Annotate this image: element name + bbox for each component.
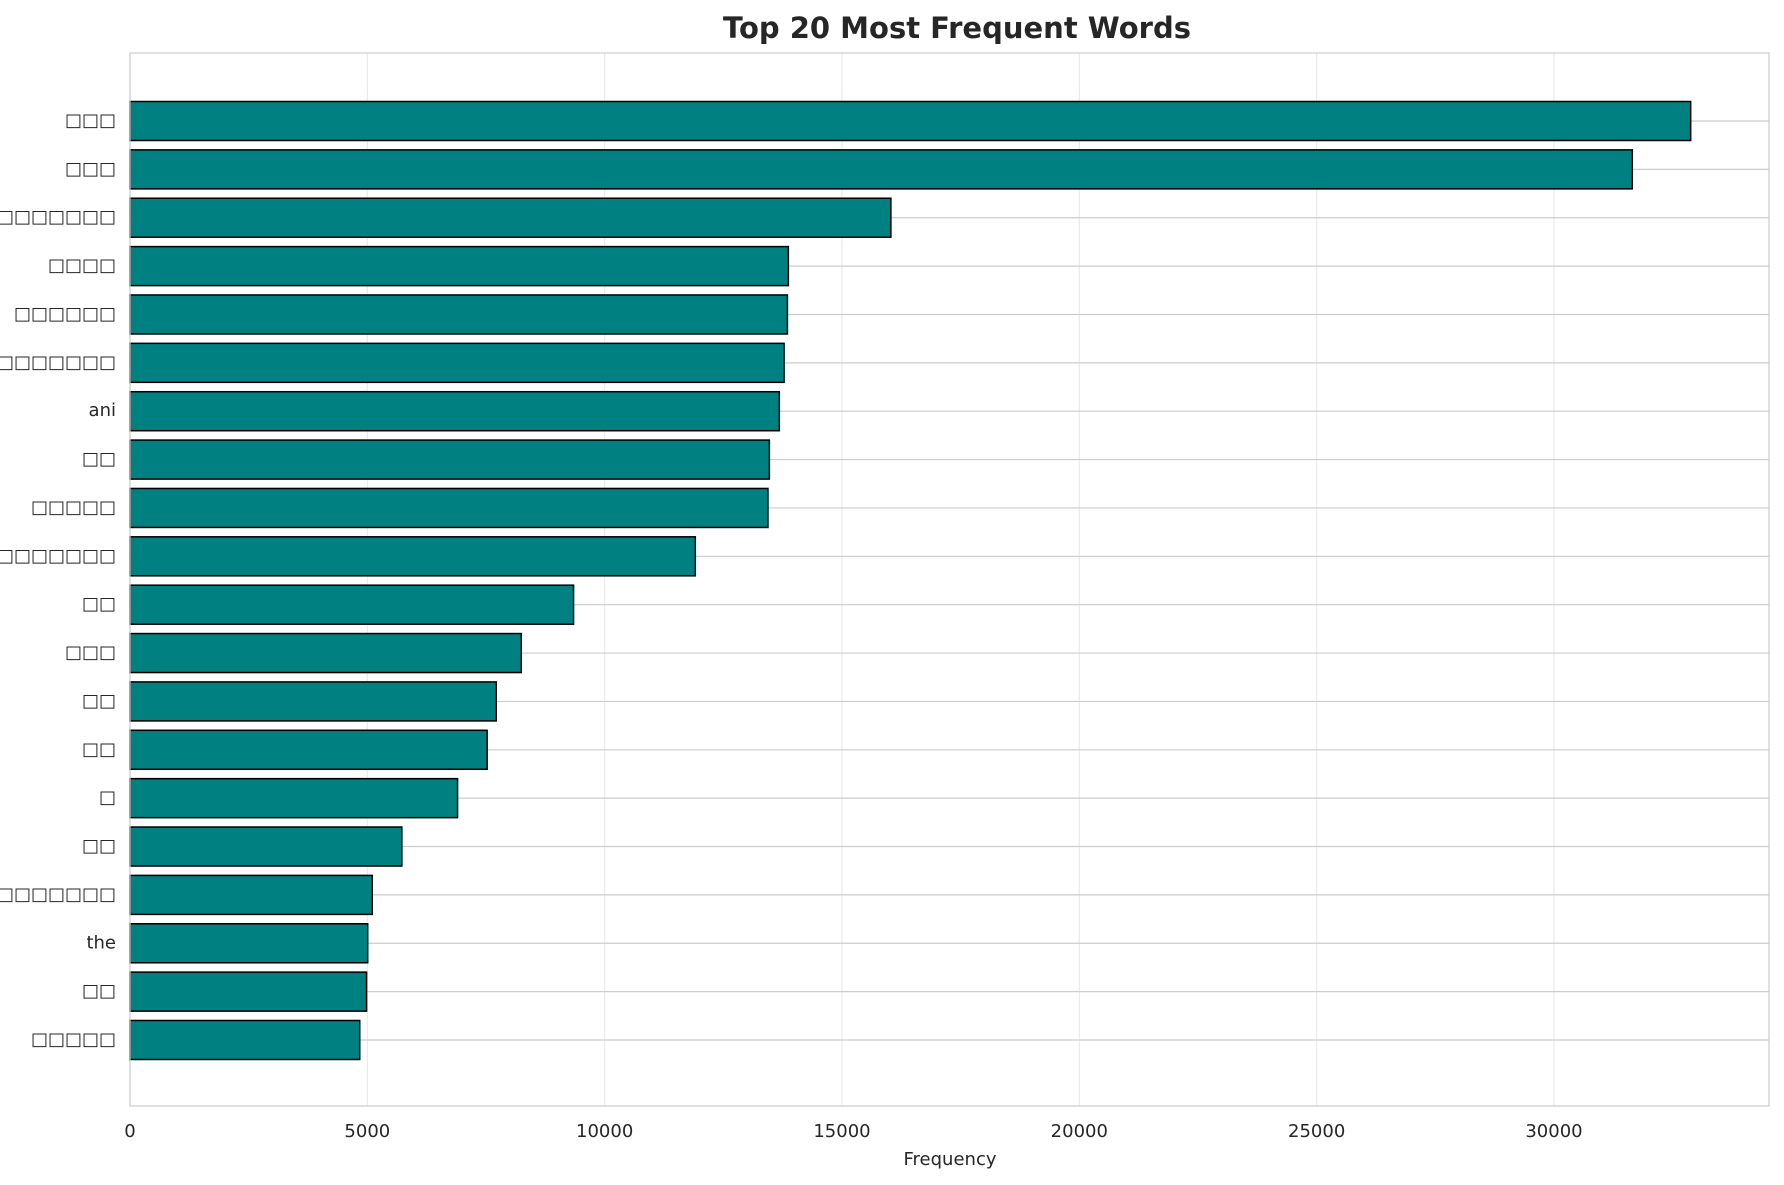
bar: [129, 536, 697, 577]
bar: [129, 342, 785, 384]
plot-frame: [129, 52, 1770, 1107]
bar: [129, 729, 488, 771]
bar: [129, 245, 790, 287]
bar: [129, 487, 769, 529]
y-tick-label: □□□□□□: [14, 303, 116, 324]
y-tick-label: □□□□□: [31, 497, 116, 518]
bar: [129, 971, 368, 1012]
bar: [129, 1019, 361, 1061]
x-tick-label: 10000: [576, 1121, 633, 1142]
y-tick-label: □□: [82, 594, 116, 615]
x-tick-label: 15000: [813, 1121, 870, 1142]
bar: [129, 777, 459, 819]
bar: [129, 390, 781, 432]
bar: [129, 874, 374, 916]
y-tick-label: □□: [82, 836, 116, 857]
bar: [129, 100, 1692, 142]
y-tick-label: the: [86, 932, 116, 953]
y-tick-label: □□□□□□□□: [0, 352, 116, 373]
y-tick-label: □□□□□□□□: [0, 884, 116, 905]
chart-title: Top 20 Most Frequent Words: [723, 11, 1191, 45]
bar: [129, 439, 771, 480]
x-tick-label: 25000: [1288, 1121, 1345, 1142]
y-tick-label: □: [99, 787, 116, 808]
bar: [129, 584, 575, 625]
y-tick-label: □□□□□: [31, 1029, 116, 1050]
bar: [129, 197, 892, 238]
x-tick-label: 5000: [344, 1121, 390, 1142]
y-tick-label: □□: [82, 690, 116, 711]
x-axis-label: Frequency: [904, 1149, 997, 1170]
y-tick-label: ani: [89, 400, 116, 421]
y-tick-label: □□□: [65, 110, 116, 131]
x-tick-label: 20000: [1051, 1121, 1108, 1142]
y-tick-label: □□□□□□□: [0, 207, 116, 228]
bar: [129, 149, 1634, 190]
y-tick-label: □□□: [65, 158, 116, 179]
bar: [129, 681, 497, 722]
bar: [129, 294, 789, 335]
bar: [129, 632, 523, 674]
bar: [129, 826, 403, 867]
y-tick-label: □□: [82, 981, 116, 1002]
y-tick-label: □□□□□□□□: [0, 545, 116, 566]
x-tick-label: 0: [124, 1121, 135, 1142]
y-tick-label: □□: [82, 449, 116, 470]
y-tick-label: □□□: [65, 642, 116, 663]
y-tick-label: □□□□: [48, 255, 116, 276]
y-tick-label: □□: [82, 739, 116, 760]
x-tick-label: 30000: [1525, 1121, 1582, 1142]
bar: [129, 923, 369, 964]
